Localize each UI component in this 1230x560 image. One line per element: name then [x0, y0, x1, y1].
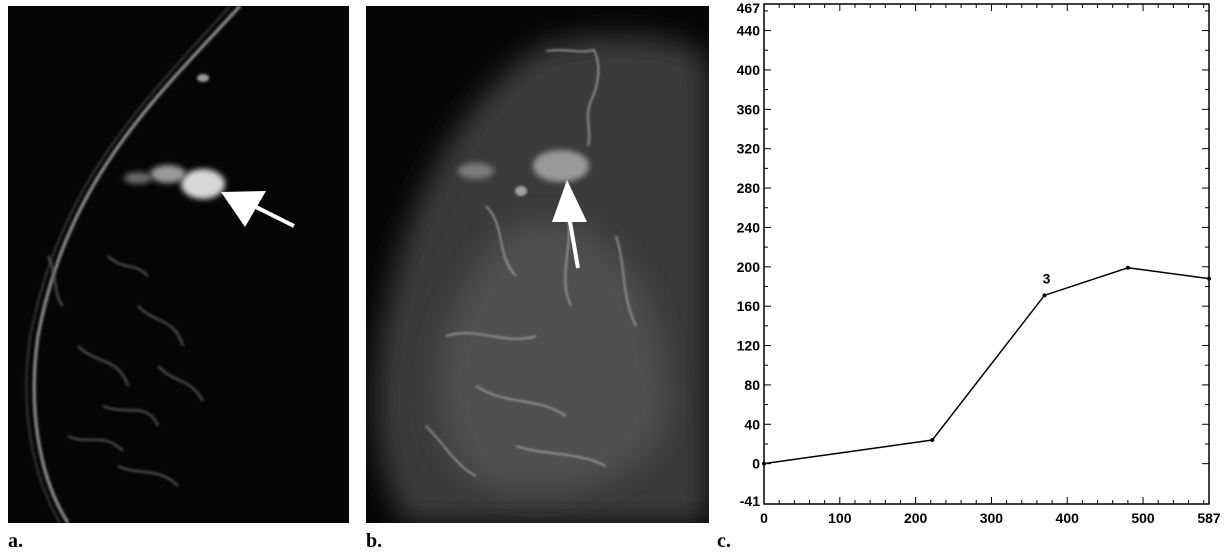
- arrow-icon: [221, 191, 295, 228]
- data-point: [762, 461, 766, 466]
- data-point: [930, 438, 935, 443]
- y-tick-label: 320: [737, 141, 761, 157]
- y-tick-label: 40: [744, 416, 760, 432]
- panel-label-a: a.: [8, 530, 23, 552]
- mri-image-b-drawing: [366, 6, 709, 523]
- y-tick-label: 467: [737, 0, 761, 16]
- data-point: [1042, 293, 1047, 298]
- y-tick-label: 400: [737, 62, 761, 78]
- x-tick-label: 300: [980, 510, 1004, 526]
- x-tick-label: 587: [1197, 510, 1221, 526]
- mri-image-b: [366, 6, 709, 523]
- x-tick-label: 200: [904, 510, 928, 526]
- mri-image-a: [8, 6, 349, 523]
- arrow-icon: [552, 180, 587, 269]
- x-tick-label: 100: [828, 510, 852, 526]
- y-tick-label: 200: [737, 259, 761, 275]
- panel-label-b: b.: [366, 530, 383, 552]
- plot-frame: [763, 3, 1210, 505]
- y-tick-label: 440: [737, 23, 761, 39]
- x-tick-label: 500: [1131, 510, 1155, 526]
- y-tick-label: 160: [737, 298, 761, 314]
- y-tick-label: 360: [737, 101, 761, 117]
- data-point: [1207, 276, 1211, 281]
- point-annotation: 3: [1043, 270, 1051, 286]
- y-tick-label: 80: [744, 377, 760, 393]
- series-line: [763, 267, 1210, 465]
- y-tick-label: 280: [737, 180, 761, 196]
- y-tick-label: 240: [737, 219, 761, 235]
- x-tick-label: 400: [1056, 510, 1080, 526]
- y-tick-label: -41: [740, 493, 760, 509]
- panel-label-c: c.: [717, 530, 731, 552]
- data-point: [1125, 265, 1130, 270]
- mri-image-a-drawing: [8, 6, 349, 523]
- y-tick-label: 120: [737, 338, 761, 354]
- x-tick-label: 0: [760, 510, 768, 526]
- y-tick-label: 0: [752, 456, 760, 472]
- time-intensity-chart: -41 0 40 80 120 160 200 240 280 320 360 400 440 467 0 1…: [716, 0, 1230, 530]
